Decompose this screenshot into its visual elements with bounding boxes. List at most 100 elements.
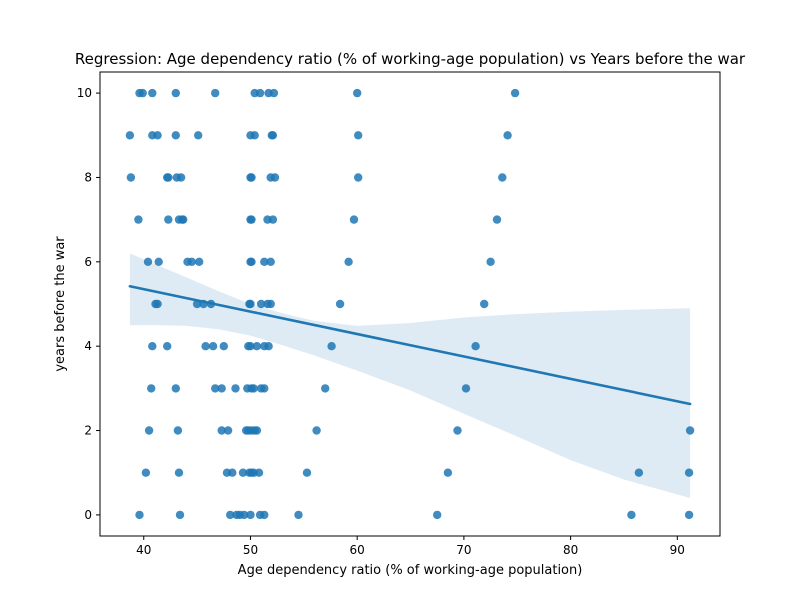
scatter-point: [228, 468, 237, 477]
scatter-point: [187, 257, 196, 266]
regression-line-layer: [128, 284, 692, 406]
scatter-point: [486, 257, 495, 266]
scatter-point: [634, 468, 644, 477]
scatter-point: [238, 468, 248, 477]
scatter-point: [335, 299, 345, 309]
scatter-point: [321, 384, 330, 393]
y-tick-label: 2: [84, 424, 92, 438]
scatter-point: [211, 88, 220, 98]
scatter-point: [195, 257, 204, 266]
scatter-point: [148, 88, 157, 98]
scatter-point: [266, 257, 275, 266]
scatter-point: [503, 131, 512, 140]
scatter-point: [270, 173, 280, 182]
scatter-point: [268, 215, 278, 224]
scatter-point: [201, 342, 210, 351]
scatter-point: [327, 342, 336, 351]
scatter-point: [252, 426, 262, 435]
y-tick-label: 4: [84, 339, 92, 353]
scatter-point: [471, 342, 480, 351]
scatter-point: [231, 384, 240, 393]
scatter-point: [685, 426, 695, 435]
y-axis-ticks: 0 2 4 6 8 10: [77, 86, 100, 522]
x-tick-label: 60: [350, 543, 365, 557]
x-tick-label: 80: [563, 543, 578, 557]
scatter-point: [175, 510, 185, 520]
scatter-point: [250, 131, 259, 140]
scatter-point: [312, 426, 321, 435]
scatter-point: [217, 426, 226, 435]
scatter-point: [443, 468, 453, 477]
scatter-point: [171, 384, 180, 393]
x-axis-ticks: 40 50 60 70 80 90: [136, 536, 685, 557]
scatter-point: [246, 299, 255, 309]
scatter-point: [143, 257, 153, 266]
scatter-point: [246, 342, 255, 351]
scatter-point: [163, 342, 172, 351]
scatter-point: [247, 257, 256, 266]
scatter-point: [627, 510, 636, 520]
scatter-point: [171, 131, 180, 140]
scatter-point: [164, 173, 173, 182]
scatter-point: [269, 88, 279, 98]
scatter-point: [239, 510, 249, 520]
scatter-point: [498, 173, 507, 182]
scatter-point: [144, 426, 154, 435]
y-tick-label: 6: [84, 255, 92, 269]
scatter-point: [294, 510, 303, 520]
scatter-point: [344, 257, 353, 266]
scatter-point: [219, 342, 228, 351]
scatter-point: [211, 384, 220, 393]
plot-area-frame: [99, 71, 721, 537]
scatter-point: [684, 468, 694, 477]
scatter-point: [247, 215, 256, 224]
scatter-point: [147, 384, 156, 393]
x-tick-label: 40: [136, 543, 151, 557]
scatter-point: [480, 299, 489, 309]
scatter-point: [354, 173, 363, 182]
scatter-point: [179, 215, 188, 224]
x-tick-label: 70: [456, 543, 471, 557]
scatter-point: [223, 426, 233, 435]
scatter-point: [173, 426, 183, 435]
scatter-point: [208, 342, 218, 351]
x-axis-label: Age dependency ratio (% of working-age p…: [238, 563, 583, 578]
scatter-point: [246, 510, 255, 520]
scatter-point: [510, 88, 520, 98]
scatter-point: [255, 88, 265, 98]
scatter-point: [453, 426, 462, 435]
scatter-point: [194, 131, 203, 140]
scatter-point: [141, 468, 151, 477]
scatter-point: [226, 510, 235, 520]
scatter-point: [126, 173, 136, 182]
scatter-point: [153, 131, 162, 140]
scatter-point: [247, 173, 256, 182]
scatter-point: [153, 299, 162, 309]
scatter-point: [302, 468, 312, 477]
chart-title: Regression: Age dependency ratio (% of w…: [75, 50, 746, 68]
scatter-points-layer: [125, 88, 695, 520]
scatter-point: [264, 342, 273, 351]
scatter-point: [217, 384, 226, 393]
scatter-point: [164, 215, 173, 224]
scatter-point: [268, 131, 278, 140]
scatter-point: [684, 510, 694, 520]
y-tick-label: 0: [84, 508, 92, 522]
scatter-point: [176, 173, 186, 182]
scatter-point: [492, 215, 502, 224]
scatter-point: [254, 468, 264, 477]
scatter-point: [249, 384, 258, 393]
scatter-point: [266, 299, 275, 309]
scatter-point: [138, 88, 147, 98]
scatter-point: [256, 299, 266, 309]
scatter-point: [148, 342, 157, 351]
y-axis-label: years before the war: [53, 236, 68, 372]
scatter-point: [174, 468, 184, 477]
scatter-point: [353, 88, 362, 98]
scatter-point: [171, 88, 180, 98]
scatter-point: [354, 131, 363, 140]
regression-line: [128, 284, 692, 406]
